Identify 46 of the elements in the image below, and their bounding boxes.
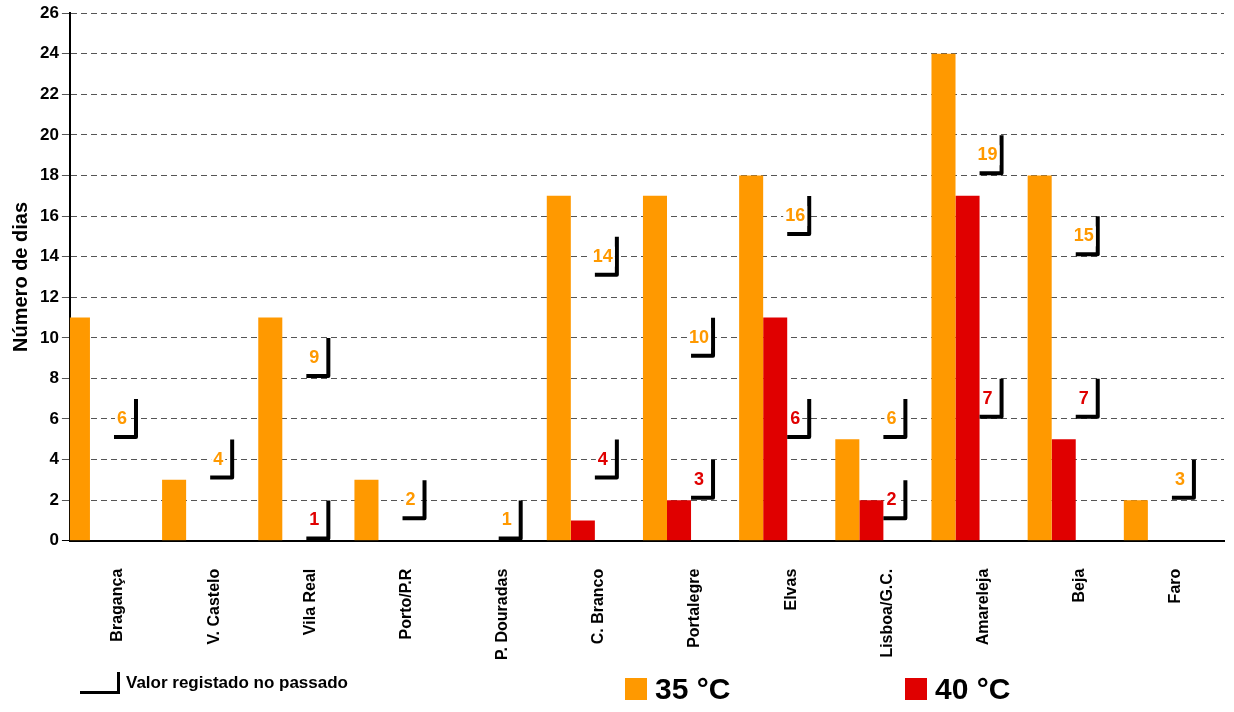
bar [642, 195, 667, 541]
y-tick-label: 14 [39, 246, 60, 266]
y-tick-label: 26 [39, 2, 59, 22]
x-tick-label: Portalegre [685, 568, 703, 648]
bar [739, 175, 764, 541]
bar [835, 439, 860, 541]
x-tick-label: Porto/P.R [396, 568, 414, 640]
y-tick-label: 10 [39, 327, 59, 347]
y-tick-label: 0 [49, 530, 59, 550]
y-axis-title: Número de dias [8, 201, 31, 352]
y-tick-label: 24 [39, 43, 60, 63]
bar [1027, 175, 1052, 541]
bar [859, 500, 884, 541]
bar [955, 195, 980, 541]
bar [931, 53, 956, 541]
bar [162, 479, 187, 541]
x-tick-label: Bragança [108, 568, 126, 642]
bar [1051, 439, 1076, 541]
y-tick-label: 2 [49, 489, 59, 509]
y-tick-label: 12 [39, 286, 59, 306]
y-tick-label: 8 [49, 368, 59, 388]
bar [258, 317, 283, 541]
y-tick-label: 4 [49, 449, 60, 469]
y-tick-label: 18 [39, 165, 59, 185]
x-tick-label: V. Castelo [204, 568, 222, 645]
x-tick-label: Faro [1166, 568, 1184, 604]
legend-label: 40 °C [935, 672, 1011, 706]
x-tick-label: C. Branco [589, 568, 607, 645]
x-tick-label: Elvas [781, 568, 799, 611]
x-tick-label: Amareleja [973, 568, 991, 646]
legend-label: 35 °C [655, 672, 731, 706]
bar [763, 317, 788, 541]
x-tick-label: Beja [1070, 568, 1088, 603]
x-tick-label: Lisboa/G.C. [877, 568, 895, 658]
x-tick-label: P. Douradas [493, 568, 511, 660]
x-tick-label: Vila Real [300, 568, 318, 636]
bar [667, 500, 692, 541]
y-tick-label: 22 [39, 84, 59, 104]
y-tick-label: 20 [39, 124, 59, 144]
bar [546, 195, 571, 541]
legend-label: Valor registado no passado [126, 673, 349, 693]
y-tick-label: 16 [39, 205, 59, 225]
bar [1123, 500, 1148, 541]
y-tick-label: 6 [49, 408, 59, 428]
bar [570, 520, 595, 541]
bar [354, 479, 379, 541]
